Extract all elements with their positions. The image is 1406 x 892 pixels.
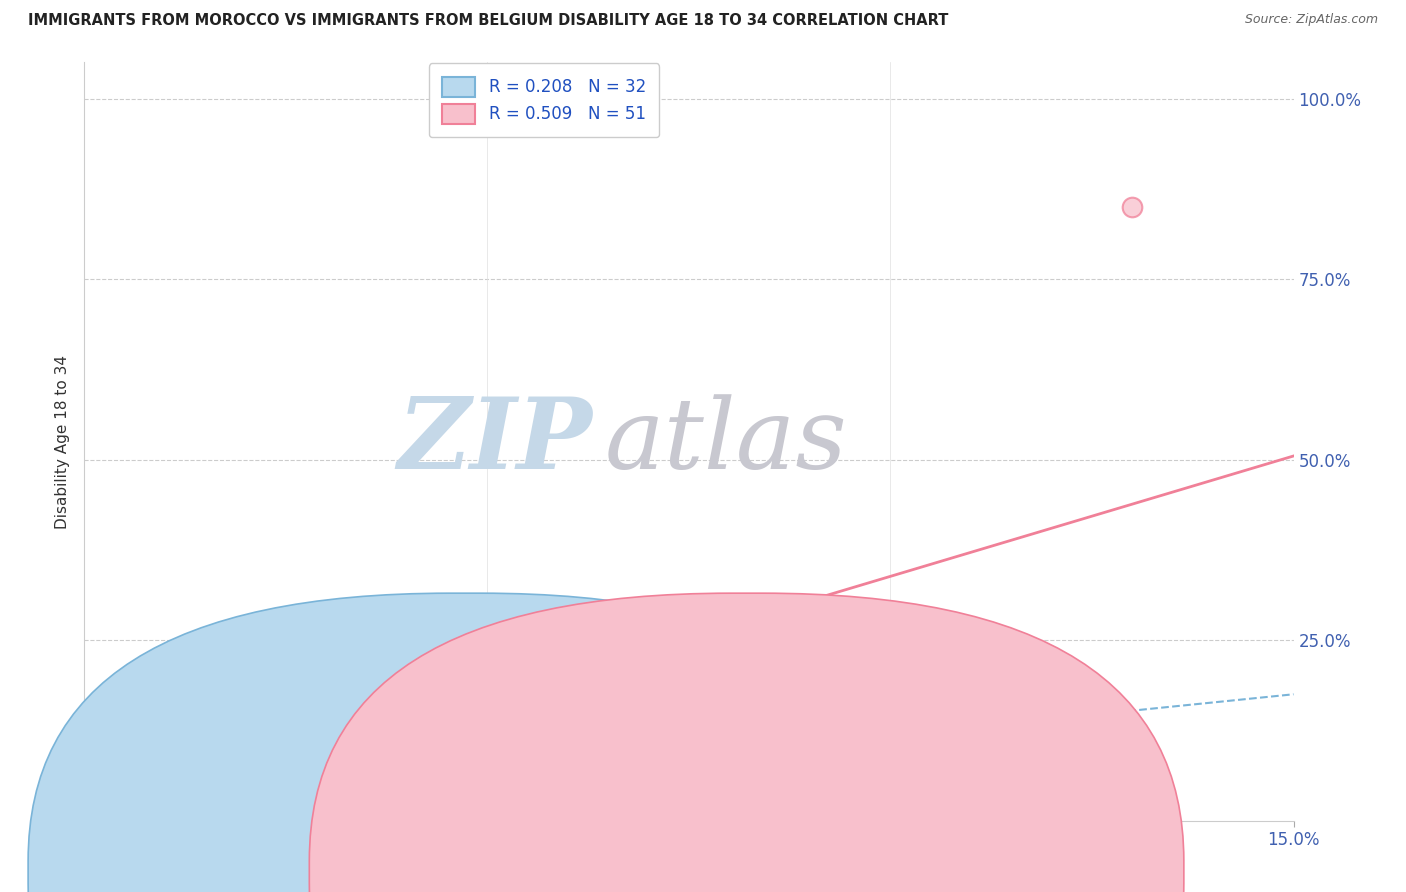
Point (1121, 200, 1143, 214)
Point (121, 792, 143, 806)
Text: Immigrants from Morocco: Immigrants from Morocco (488, 864, 685, 880)
Point (76, 810, 98, 824)
Point (77, 806, 100, 821)
Point (598, 778, 620, 792)
Point (89, 799, 111, 814)
Point (291, 741, 314, 756)
Point (82, 806, 104, 821)
Point (162, 789, 184, 803)
Point (114, 806, 136, 821)
Point (105, 799, 128, 814)
Legend: R = 0.208   N = 32, R = 0.509   N = 51: R = 0.208 N = 32, R = 0.509 N = 51 (429, 63, 659, 137)
Point (114, 803, 136, 817)
Point (138, 799, 160, 814)
Point (202, 773, 225, 788)
Point (153, 796, 176, 810)
Point (86, 806, 108, 821)
Point (153, 792, 176, 806)
Point (146, 799, 169, 814)
Point (97, 806, 120, 821)
Point (218, 770, 240, 784)
Point (89, 806, 111, 821)
Point (89, 806, 111, 821)
Point (97, 803, 120, 817)
Point (82, 803, 104, 817)
Point (97, 796, 120, 810)
Point (77, 810, 100, 824)
Point (121, 799, 143, 814)
Point (138, 792, 160, 806)
Point (105, 803, 128, 817)
Point (250, 748, 273, 763)
Point (121, 799, 143, 814)
Point (242, 756, 264, 770)
Point (82, 810, 104, 824)
Point (274, 763, 297, 777)
Point (89, 803, 111, 817)
Point (89, 810, 111, 824)
Point (129, 796, 152, 810)
Point (97, 806, 120, 821)
Point (105, 806, 128, 821)
Point (395, 773, 418, 788)
Text: IMMIGRANTS FROM MOROCCO VS IMMIGRANTS FROM BELGIUM DISABILITY AGE 18 TO 34 CORRE: IMMIGRANTS FROM MOROCCO VS IMMIGRANTS FR… (28, 13, 949, 29)
Point (89, 810, 111, 824)
Text: Immigrants from Belgium: Immigrants from Belgium (769, 864, 965, 880)
Point (274, 734, 297, 748)
Point (129, 803, 152, 817)
Point (97, 810, 120, 824)
Text: ZIP: ZIP (398, 393, 592, 490)
Point (114, 803, 136, 817)
Point (170, 792, 193, 806)
Point (82, 799, 104, 814)
Point (235, 759, 257, 773)
Text: atlas: atlas (605, 394, 846, 489)
Point (97, 803, 120, 817)
Point (129, 803, 152, 817)
Point (146, 796, 169, 810)
Point (105, 806, 128, 821)
Point (114, 806, 136, 821)
Point (194, 778, 217, 792)
Point (153, 789, 176, 803)
Point (557, 759, 579, 773)
Point (82, 806, 104, 821)
Text: Source: ZipAtlas.com: Source: ZipAtlas.com (1244, 13, 1378, 27)
Point (179, 785, 201, 799)
Point (209, 770, 232, 784)
Point (218, 773, 240, 788)
Point (138, 799, 160, 814)
Point (82, 810, 104, 824)
Point (138, 792, 160, 806)
Point (82, 803, 104, 817)
Point (186, 781, 208, 796)
Point (477, 611, 499, 625)
Point (179, 785, 201, 799)
Point (235, 770, 257, 784)
Point (226, 763, 249, 777)
Point (86, 806, 108, 821)
Point (146, 789, 169, 803)
Point (162, 792, 184, 806)
Point (129, 796, 152, 810)
Point (97, 810, 120, 824)
Point (121, 806, 143, 821)
Point (194, 778, 217, 792)
Y-axis label: Disability Age 18 to 34: Disability Age 18 to 34 (55, 354, 70, 529)
Point (170, 785, 193, 799)
Point (105, 803, 128, 817)
Point (114, 796, 136, 810)
Point (82, 810, 104, 824)
